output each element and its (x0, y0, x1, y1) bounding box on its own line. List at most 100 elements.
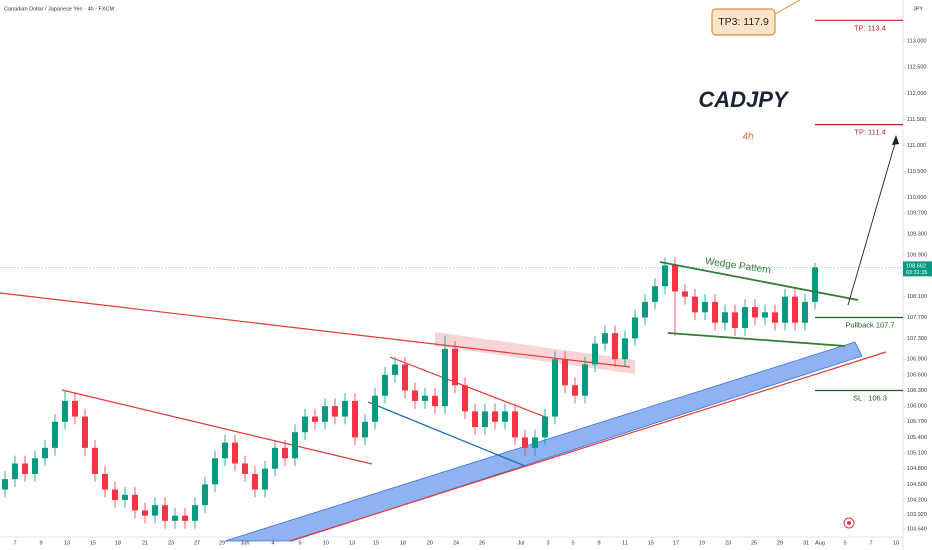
candle-body (662, 265, 668, 287)
x-tick-label: 3 (546, 540, 549, 546)
x-tick-label: 15 (373, 540, 379, 546)
candle-body (542, 416, 548, 438)
x-tick-label: 25 (751, 540, 757, 546)
candle-body (622, 338, 628, 360)
x-tick-label: 19 (699, 540, 705, 546)
callout-text: TP3: 117.9 (718, 16, 769, 28)
candle-body (682, 291, 688, 297)
candle-body (212, 458, 218, 485)
trend-line (0, 292, 631, 368)
y-tick-label: 105.400 (907, 435, 927, 441)
support-channel (224, 341, 863, 542)
candle-body (62, 400, 68, 422)
candle-body (592, 343, 598, 365)
x-tick-label: 5 (571, 540, 574, 546)
y-tick-label: 113.000 (907, 39, 926, 45)
symbol-title: CADJPY (698, 87, 790, 112)
candle-body (412, 390, 418, 401)
candle-body (222, 442, 228, 459)
x-tick-label: 23 (725, 540, 731, 546)
candle-body (492, 411, 498, 422)
x-tick-label: 15 (648, 540, 654, 546)
y-tick-label: 105.700 (907, 419, 927, 425)
candle-body (752, 307, 758, 318)
candle-body (772, 312, 778, 323)
candles (2, 257, 818, 529)
candle-body (322, 406, 328, 422)
y-tick-label: 106.300 (907, 388, 927, 394)
x-tick-label: 21 (142, 540, 148, 546)
candle-body (192, 505, 198, 521)
candle-body (402, 364, 408, 391)
candle-body (482, 411, 488, 427)
candle-body (652, 286, 658, 302)
y-tick-label: 108.100 (907, 294, 927, 300)
candle-body (742, 307, 748, 328)
candle-body (302, 416, 308, 433)
candle-body (582, 364, 588, 396)
x-tick-label: 10 (323, 540, 329, 546)
candle-body (182, 515, 188, 521)
y-tick-label: 111.000 (907, 143, 926, 149)
x-tick-label: 10 (893, 540, 899, 546)
currency-label: JPY (913, 6, 923, 12)
x-tick-label: 24 (453, 540, 459, 546)
candle-body (292, 432, 298, 459)
wedge-upper (659, 261, 859, 301)
x-tick-label: 18 (115, 540, 121, 546)
candle-body (332, 406, 338, 417)
candle-body (202, 484, 208, 506)
candle-body (512, 411, 518, 438)
x-tick-label: Jul (517, 540, 524, 546)
candle-body (232, 442, 238, 464)
candle-body (642, 301, 648, 318)
wedge-lower (667, 332, 846, 347)
x-tick-label: 20 (427, 540, 433, 546)
candle-body (22, 463, 28, 474)
candle-body (472, 411, 478, 427)
candle-body (762, 312, 768, 318)
candle-body (722, 312, 728, 323)
candle-body (162, 505, 168, 521)
y-tick-label: 105.100 (907, 451, 927, 457)
candle-body (452, 348, 458, 386)
x-tick-label: 7 (869, 540, 872, 546)
candle-body (382, 374, 388, 396)
candle-body (392, 364, 398, 375)
candle-body (532, 437, 538, 448)
candle-body (312, 416, 318, 422)
candle-body (792, 296, 798, 323)
y-tick-label: 112.500 (907, 65, 926, 71)
candle-body (612, 333, 618, 360)
logo (847, 521, 851, 525)
x-tick-label: 13 (64, 540, 70, 546)
x-tick-label: 6 (298, 540, 301, 546)
candle-body (692, 296, 698, 313)
candle-body (122, 494, 128, 500)
trend-line (389, 356, 549, 419)
x-tick-label: 29 (219, 540, 225, 546)
callout-leader (774, 0, 801, 15)
candle-body (142, 510, 148, 516)
level-label: Pullback 107.7 (845, 320, 894, 329)
candle-body (632, 317, 638, 339)
candle-body (802, 301, 808, 323)
level-label: TP: 111.4 (854, 128, 885, 137)
candle-body (82, 416, 88, 448)
candle-body (72, 400, 78, 417)
y-tick-label: 106.000 (907, 404, 927, 410)
x-tick-label: 26 (479, 540, 485, 546)
callout-box (711, 8, 776, 36)
candle-body (702, 301, 708, 313)
candle-body (272, 447, 278, 469)
candle-body (462, 385, 468, 412)
instrument-title: Canadian Dollar / Japanese Yen · 4h · FX… (4, 6, 114, 12)
arrow-head (892, 135, 899, 145)
y-tick-label: 109.700 (907, 211, 927, 217)
y-tick-label: 103.920 (907, 512, 927, 518)
candle-body (572, 385, 578, 396)
x-tick-label: 5 (843, 540, 846, 546)
y-tick-label: 110.000 (907, 195, 926, 201)
